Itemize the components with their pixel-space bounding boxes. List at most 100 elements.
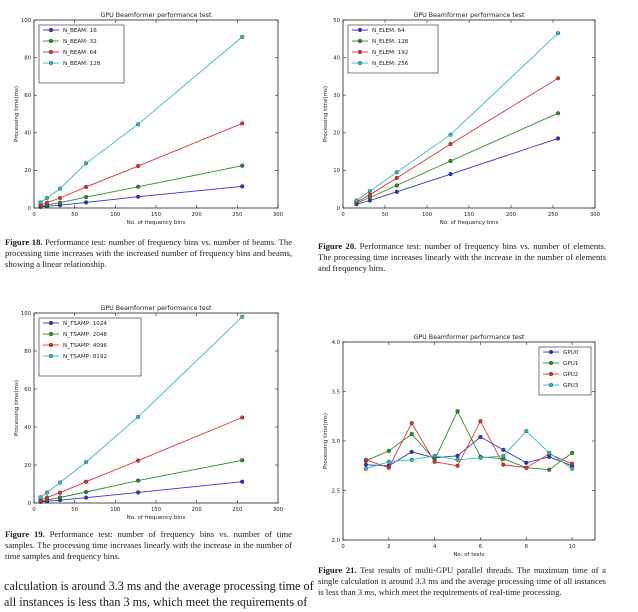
x-tick-label: 100 <box>110 212 121 218</box>
data-point <box>386 459 391 464</box>
data-point <box>84 195 89 200</box>
x-tick-label: 200 <box>192 507 203 513</box>
legend-entry: GPU0 <box>563 350 579 356</box>
x-tick-label: 50 <box>382 212 389 218</box>
x-tick-label: 150 <box>151 212 162 218</box>
x-tick-label: 150 <box>464 212 475 218</box>
x-tick-label: 50 <box>71 212 78 218</box>
chart-svg: GPU Beamformer performance test 0 2 4 6 8 10 2.… <box>323 334 596 558</box>
y-tick-label: 60 <box>24 93 31 99</box>
data-point <box>57 490 63 495</box>
x-tick-label: 100 <box>422 212 433 218</box>
data-point <box>240 163 245 168</box>
legend-marker <box>357 38 363 44</box>
data-point <box>501 462 506 467</box>
data-point <box>455 457 460 462</box>
chart-title: GPU Beamformer performance test <box>100 12 212 19</box>
legend-marker <box>357 27 363 33</box>
data-point <box>547 467 552 472</box>
legend-marker <box>48 49 54 55</box>
figure-21-caption-label: Figure 21. <box>318 565 357 575</box>
x-tick-label: 200 <box>506 212 517 218</box>
y-axis-label: Processing time(ms) <box>323 86 329 142</box>
data-point <box>240 479 245 484</box>
y-tick-label: 20 <box>24 168 31 174</box>
data-point <box>240 121 245 126</box>
x-tick-label: 50 <box>71 507 78 513</box>
data-point <box>136 184 141 189</box>
data-point <box>478 419 483 424</box>
data-point <box>455 453 460 458</box>
data-point <box>84 495 89 500</box>
legend-marker <box>548 382 554 388</box>
legend-marker <box>48 353 54 359</box>
y-tick-label: 100 <box>21 311 32 317</box>
y-tick-label: 60 <box>24 387 31 393</box>
data-point <box>136 194 141 199</box>
data-point <box>363 457 368 462</box>
data-point <box>136 478 141 483</box>
y-tick-label: 3.0 <box>332 439 341 445</box>
chart-title: GPU Beamformer performance test <box>413 334 525 341</box>
data-point <box>57 495 63 500</box>
body-text-line-2: all instances is less than 3 ms, which m… <box>4 595 308 609</box>
legend-marker <box>48 342 54 348</box>
x-tick-label: 150 <box>151 507 162 513</box>
legend-marker <box>48 60 54 66</box>
legend-box <box>38 317 142 377</box>
figure-21-chart: GPU Beamformer performance test 0 2 4 6 8 10 2.… <box>317 330 607 560</box>
y-tick-label: 3.5 <box>332 389 340 395</box>
legend-entry: N_BEAM: 64 <box>63 50 97 56</box>
legend-marker <box>548 371 554 377</box>
data-point <box>354 198 359 203</box>
chart-title: GPU Beamformer performance test <box>413 12 525 19</box>
x-tick-label: 8 <box>525 544 529 550</box>
legend-box <box>538 346 592 396</box>
series-line-0 <box>40 481 243 503</box>
legend-entry: N_TSAMP: 4096 <box>63 343 107 349</box>
data-point <box>44 490 50 495</box>
data-point <box>501 453 506 458</box>
x-axis-label: No. of frequency bins <box>127 515 186 521</box>
data-point <box>409 457 414 462</box>
y-tick-label: 80 <box>24 349 31 355</box>
legend-box <box>347 24 439 74</box>
data-point <box>547 450 552 455</box>
data-point <box>448 132 453 137</box>
figure-20-caption-text: Performance test: number of frequency bi… <box>318 241 606 274</box>
data-point <box>240 34 245 39</box>
x-axis-label: No. of frequency bins <box>127 220 186 226</box>
data-point <box>448 142 453 147</box>
data-point <box>570 466 575 471</box>
x-tick-label: 6 <box>479 544 483 550</box>
y-axis-label: Processing time(ms) <box>14 86 20 142</box>
legend-marker <box>48 27 54 33</box>
legend-marker <box>357 60 363 66</box>
data-point <box>394 189 399 194</box>
data-point <box>455 463 460 468</box>
y-tick-label: 40 <box>333 55 340 61</box>
data-point <box>478 455 483 460</box>
x-tick-label: 250 <box>548 212 559 218</box>
series-line-3 <box>365 430 573 470</box>
series-line-1 <box>356 112 559 204</box>
legend-entry: N_BEAM: 32 <box>63 39 97 45</box>
y-tick-label: 0 <box>28 501 32 507</box>
legend-entry: GPU1 <box>563 361 579 367</box>
data-point <box>136 122 141 127</box>
data-point <box>84 479 89 484</box>
data-point <box>84 184 89 189</box>
figure-21-caption-text: Test results of multi-GPU parallel threa… <box>318 565 606 598</box>
legend-entry: N_BEAM: 128 <box>63 61 101 67</box>
data-point <box>409 432 414 437</box>
y-tick-label: 2.5 <box>332 488 340 494</box>
data-point <box>478 434 483 440</box>
x-tick-label: 0 <box>341 544 345 550</box>
data-point <box>432 453 437 458</box>
data-point <box>524 465 529 470</box>
figure-20-chart: GPU Beamformer performance test 0 50 100 150… <box>317 8 607 230</box>
chart-svg: GPU Beamformer performance test 0 50 100 150… <box>14 305 284 521</box>
legend-entry: N_ELEM: 64 <box>372 28 405 34</box>
data-point <box>367 192 372 197</box>
legend-entry: N_BEAM: 16 <box>63 28 97 34</box>
